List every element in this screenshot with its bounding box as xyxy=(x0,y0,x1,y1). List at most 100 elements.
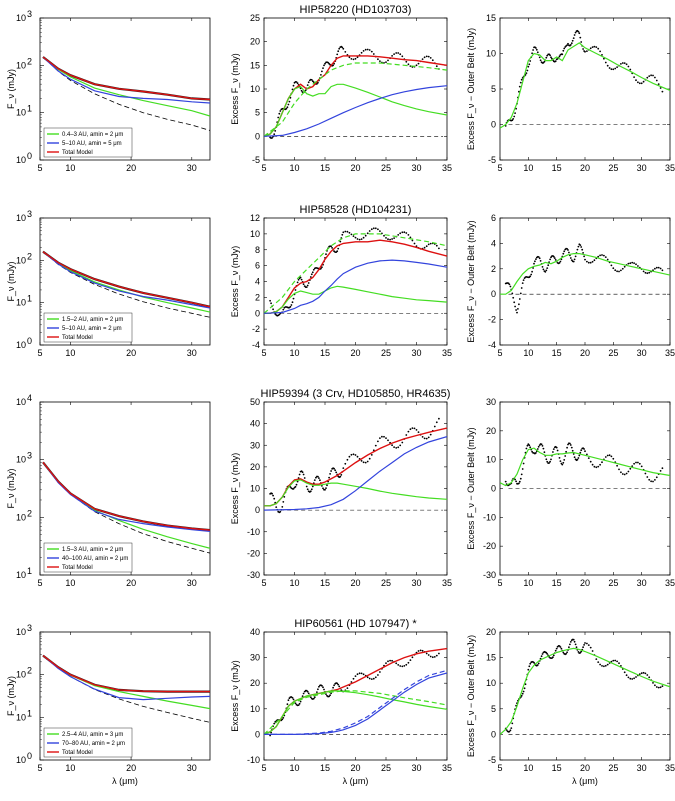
y-tick-label: -5 xyxy=(488,155,496,165)
panel-r2-c3: 5 10 15 20 25 30 35 -4 -2 0 2 4 6 Excess F_ν − Outer … xyxy=(466,213,675,358)
x-tick-label: 30 xyxy=(411,348,421,358)
data-point xyxy=(330,470,332,472)
data-point xyxy=(522,690,525,693)
data-point xyxy=(580,41,583,43)
data-point xyxy=(374,676,377,679)
data-point xyxy=(547,264,550,267)
series-line xyxy=(500,253,670,295)
data-point xyxy=(539,260,542,262)
data-point xyxy=(604,61,607,64)
data-point xyxy=(362,461,365,464)
data-point xyxy=(525,447,528,450)
data-point xyxy=(374,444,377,447)
data-point xyxy=(640,82,643,85)
data-point xyxy=(309,276,312,278)
data-point xyxy=(601,254,603,256)
y-tick-exponent: 4 xyxy=(27,393,32,403)
x-tick-label: 15 xyxy=(320,763,330,773)
panel-title: HIP58528 (HD104231) xyxy=(300,204,412,216)
data-point xyxy=(610,264,613,267)
data-point xyxy=(326,484,328,487)
y-tick-label: 10 xyxy=(16,155,26,165)
data-point xyxy=(337,50,340,53)
data-point xyxy=(620,63,622,65)
data-point xyxy=(399,665,402,667)
data-point xyxy=(429,57,432,59)
data-point xyxy=(417,431,420,433)
data-point xyxy=(307,692,310,695)
y-tick-label: 0 xyxy=(255,131,260,141)
data-point xyxy=(531,52,533,55)
x-tick-label: 20 xyxy=(580,163,590,173)
data-point xyxy=(652,74,654,77)
y-axis-label: Excess F_ν − Outer Belt (mJy) xyxy=(466,427,476,549)
data-point xyxy=(612,68,615,71)
panel-title: HIP60561 (HD 107947) * xyxy=(294,618,417,630)
data-point xyxy=(531,450,533,453)
data-point xyxy=(348,231,351,234)
data-point xyxy=(300,278,303,281)
x-tick-label: 25 xyxy=(381,163,391,173)
data-point xyxy=(644,271,647,274)
data-point xyxy=(391,444,393,447)
data-point xyxy=(571,39,574,42)
data-point xyxy=(582,252,584,254)
data-point xyxy=(360,51,363,54)
data-point xyxy=(589,646,592,649)
data-point xyxy=(543,451,546,454)
data-point xyxy=(307,81,310,84)
data-point xyxy=(391,55,393,57)
data-point xyxy=(335,471,338,474)
data-point xyxy=(550,458,552,461)
data-point xyxy=(646,272,649,275)
data-point xyxy=(549,460,551,463)
y-tick-label: 40 xyxy=(250,627,260,637)
y-tick-label: 25 xyxy=(250,13,260,23)
data-point xyxy=(421,58,424,60)
data-point xyxy=(526,444,529,447)
data-point xyxy=(587,261,590,264)
series-line xyxy=(42,461,210,549)
x-tick-label: 15 xyxy=(552,163,562,173)
data-point xyxy=(324,62,326,65)
data-point xyxy=(520,78,523,81)
data-point xyxy=(415,429,418,431)
data-point xyxy=(324,488,326,491)
x-axis-label: λ (μm) xyxy=(343,776,369,786)
series-line xyxy=(42,56,210,131)
data-point xyxy=(515,107,517,110)
data-point xyxy=(612,457,615,460)
data-point xyxy=(329,473,331,475)
data-point xyxy=(377,440,379,443)
data-point xyxy=(518,303,520,306)
x-tick-label: 30 xyxy=(187,763,197,773)
series-line xyxy=(264,85,447,137)
y-tick-label: 10 xyxy=(486,678,496,688)
data-point xyxy=(616,464,618,467)
data-point xyxy=(309,696,312,699)
y-tick-label: 8 xyxy=(255,245,260,255)
x-tick-label: 35 xyxy=(665,763,675,773)
data-point xyxy=(583,644,585,646)
x-tick-label: 25 xyxy=(381,763,391,773)
data-point xyxy=(286,106,289,109)
data-point xyxy=(646,76,649,79)
data-point xyxy=(568,646,570,649)
data-point xyxy=(616,660,618,663)
data-point xyxy=(532,49,534,51)
data-point xyxy=(620,269,622,272)
data-point xyxy=(652,682,654,684)
y-tick-exponent: 2 xyxy=(27,251,32,261)
y-tick-label: 10 xyxy=(250,704,260,714)
y-tick-exponent: 0 xyxy=(27,751,32,761)
x-tick-label: 10 xyxy=(523,163,533,173)
data-point xyxy=(523,687,526,690)
data-point xyxy=(282,501,285,503)
data-point xyxy=(292,297,295,300)
series-line xyxy=(500,647,670,735)
data-point xyxy=(566,446,568,449)
x-tick-label: 20 xyxy=(580,578,590,588)
data-point xyxy=(535,48,538,51)
data-point xyxy=(346,458,349,461)
x-tick-label: 35 xyxy=(442,578,452,588)
